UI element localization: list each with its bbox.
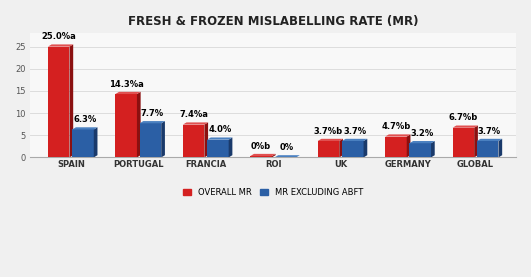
- Polygon shape: [342, 141, 364, 157]
- Polygon shape: [94, 127, 98, 157]
- Text: 3.7%: 3.7%: [478, 127, 501, 136]
- Polygon shape: [477, 141, 499, 157]
- Text: 0%b: 0%b: [251, 142, 271, 151]
- Text: 7.7%: 7.7%: [141, 109, 164, 118]
- Polygon shape: [207, 137, 233, 140]
- Title: FRESH & FROZEN MISLABELLING RATE (MR): FRESH & FROZEN MISLABELLING RATE (MR): [128, 15, 418, 28]
- Text: 0%: 0%: [280, 143, 294, 152]
- Text: 14.3%a: 14.3%a: [109, 80, 143, 89]
- Polygon shape: [115, 92, 141, 94]
- Polygon shape: [409, 141, 435, 143]
- Polygon shape: [364, 139, 367, 157]
- Polygon shape: [250, 154, 276, 156]
- Polygon shape: [275, 155, 300, 157]
- Polygon shape: [70, 44, 73, 157]
- Polygon shape: [250, 156, 272, 157]
- Polygon shape: [474, 125, 478, 157]
- Polygon shape: [137, 92, 141, 157]
- Polygon shape: [183, 122, 208, 125]
- Text: 3.2%: 3.2%: [410, 129, 434, 138]
- Polygon shape: [204, 122, 208, 157]
- Polygon shape: [272, 154, 276, 157]
- Text: 7.4%a: 7.4%a: [179, 110, 208, 119]
- Polygon shape: [452, 125, 478, 128]
- Polygon shape: [318, 141, 339, 157]
- Text: 3.7%: 3.7%: [343, 127, 366, 136]
- Text: 6.7%b: 6.7%b: [449, 113, 478, 122]
- Polygon shape: [318, 139, 343, 141]
- Polygon shape: [161, 121, 165, 157]
- Polygon shape: [48, 44, 73, 47]
- Legend: OVERALL MR, MR EXCLUDING ABFT: OVERALL MR, MR EXCLUDING ABFT: [179, 185, 367, 200]
- Polygon shape: [431, 141, 435, 157]
- Polygon shape: [407, 134, 410, 157]
- Polygon shape: [477, 139, 502, 141]
- Polygon shape: [229, 137, 233, 157]
- Polygon shape: [140, 121, 165, 123]
- Polygon shape: [115, 94, 137, 157]
- Text: 25.0%a: 25.0%a: [41, 32, 76, 41]
- Polygon shape: [72, 127, 98, 130]
- Text: 4.0%: 4.0%: [208, 125, 232, 134]
- Polygon shape: [48, 47, 70, 157]
- Polygon shape: [296, 155, 300, 157]
- Text: 4.7%b: 4.7%b: [381, 122, 410, 131]
- Polygon shape: [452, 128, 474, 157]
- Polygon shape: [385, 137, 407, 157]
- Polygon shape: [339, 139, 343, 157]
- Polygon shape: [342, 139, 367, 141]
- Text: 3.7%b: 3.7%b: [314, 127, 343, 136]
- Polygon shape: [207, 140, 229, 157]
- Polygon shape: [183, 125, 204, 157]
- Polygon shape: [385, 134, 410, 137]
- Polygon shape: [72, 130, 94, 157]
- Polygon shape: [140, 123, 161, 157]
- Text: 6.3%: 6.3%: [73, 115, 97, 124]
- Polygon shape: [409, 143, 431, 157]
- Polygon shape: [499, 139, 502, 157]
